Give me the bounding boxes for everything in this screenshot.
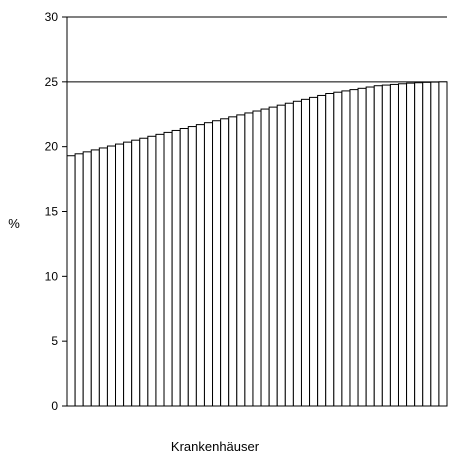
y-tick-label-15: 15 xyxy=(45,205,59,219)
bar-8 xyxy=(123,141,133,407)
bar-33 xyxy=(325,93,335,407)
bar-47 xyxy=(438,81,448,407)
bar-23 xyxy=(244,112,254,407)
y-tick-label-25: 25 xyxy=(45,75,59,89)
bar-2 xyxy=(74,153,84,407)
bar-24 xyxy=(252,110,262,407)
bar-28 xyxy=(284,102,294,407)
y-tick-label-0: 0 xyxy=(51,399,58,413)
y-tick-label-20: 20 xyxy=(45,140,59,154)
bar-27 xyxy=(276,104,286,407)
bar-22 xyxy=(236,114,246,407)
bar-5 xyxy=(98,147,108,407)
bar-18 xyxy=(203,122,214,407)
bar-9 xyxy=(131,139,141,407)
bar-36 xyxy=(349,89,359,407)
bar-15 xyxy=(179,128,189,407)
y-tick-label-5: 5 xyxy=(51,334,58,348)
bar-3 xyxy=(82,151,92,407)
bar-1 xyxy=(66,155,76,407)
bar-6 xyxy=(106,145,117,407)
x-axis-title: Krankenhäuser xyxy=(171,439,260,454)
bar-31 xyxy=(309,96,319,407)
bar-38 xyxy=(365,86,375,407)
y-tick-label-10: 10 xyxy=(45,269,59,283)
bar-32 xyxy=(317,94,327,407)
bar-21 xyxy=(228,116,238,407)
y-tick-labels: 0 5 10 15 20 25 30 xyxy=(45,10,67,413)
bar-37 xyxy=(357,87,367,407)
bar-13 xyxy=(163,131,173,407)
bar-45 xyxy=(422,81,432,407)
bar-4 xyxy=(90,149,100,407)
bar-40 xyxy=(381,84,391,407)
bar-44 xyxy=(414,82,424,407)
bar-39 xyxy=(373,85,383,407)
bar-10 xyxy=(139,137,149,407)
bar-34 xyxy=(333,91,343,407)
bar-17 xyxy=(195,124,205,407)
bar-7 xyxy=(115,143,125,407)
bar-11 xyxy=(147,135,157,407)
bars xyxy=(66,81,448,407)
bar-19 xyxy=(212,120,222,407)
bar-41 xyxy=(389,83,399,407)
bar-12 xyxy=(155,133,165,407)
bar-43 xyxy=(406,82,416,407)
bar-26 xyxy=(268,106,278,407)
bar-16 xyxy=(187,126,197,407)
y-tick-label-30: 30 xyxy=(45,10,59,24)
bar-25 xyxy=(260,108,270,407)
bar-30 xyxy=(300,98,311,407)
bar-14 xyxy=(171,129,181,407)
bar-42 xyxy=(397,83,408,407)
gridlines xyxy=(67,16,447,83)
y-axis-title: % xyxy=(8,216,20,231)
bar-20 xyxy=(220,118,230,407)
bar-29 xyxy=(292,100,302,407)
bar-35 xyxy=(341,90,351,407)
bar-46 xyxy=(430,81,440,407)
